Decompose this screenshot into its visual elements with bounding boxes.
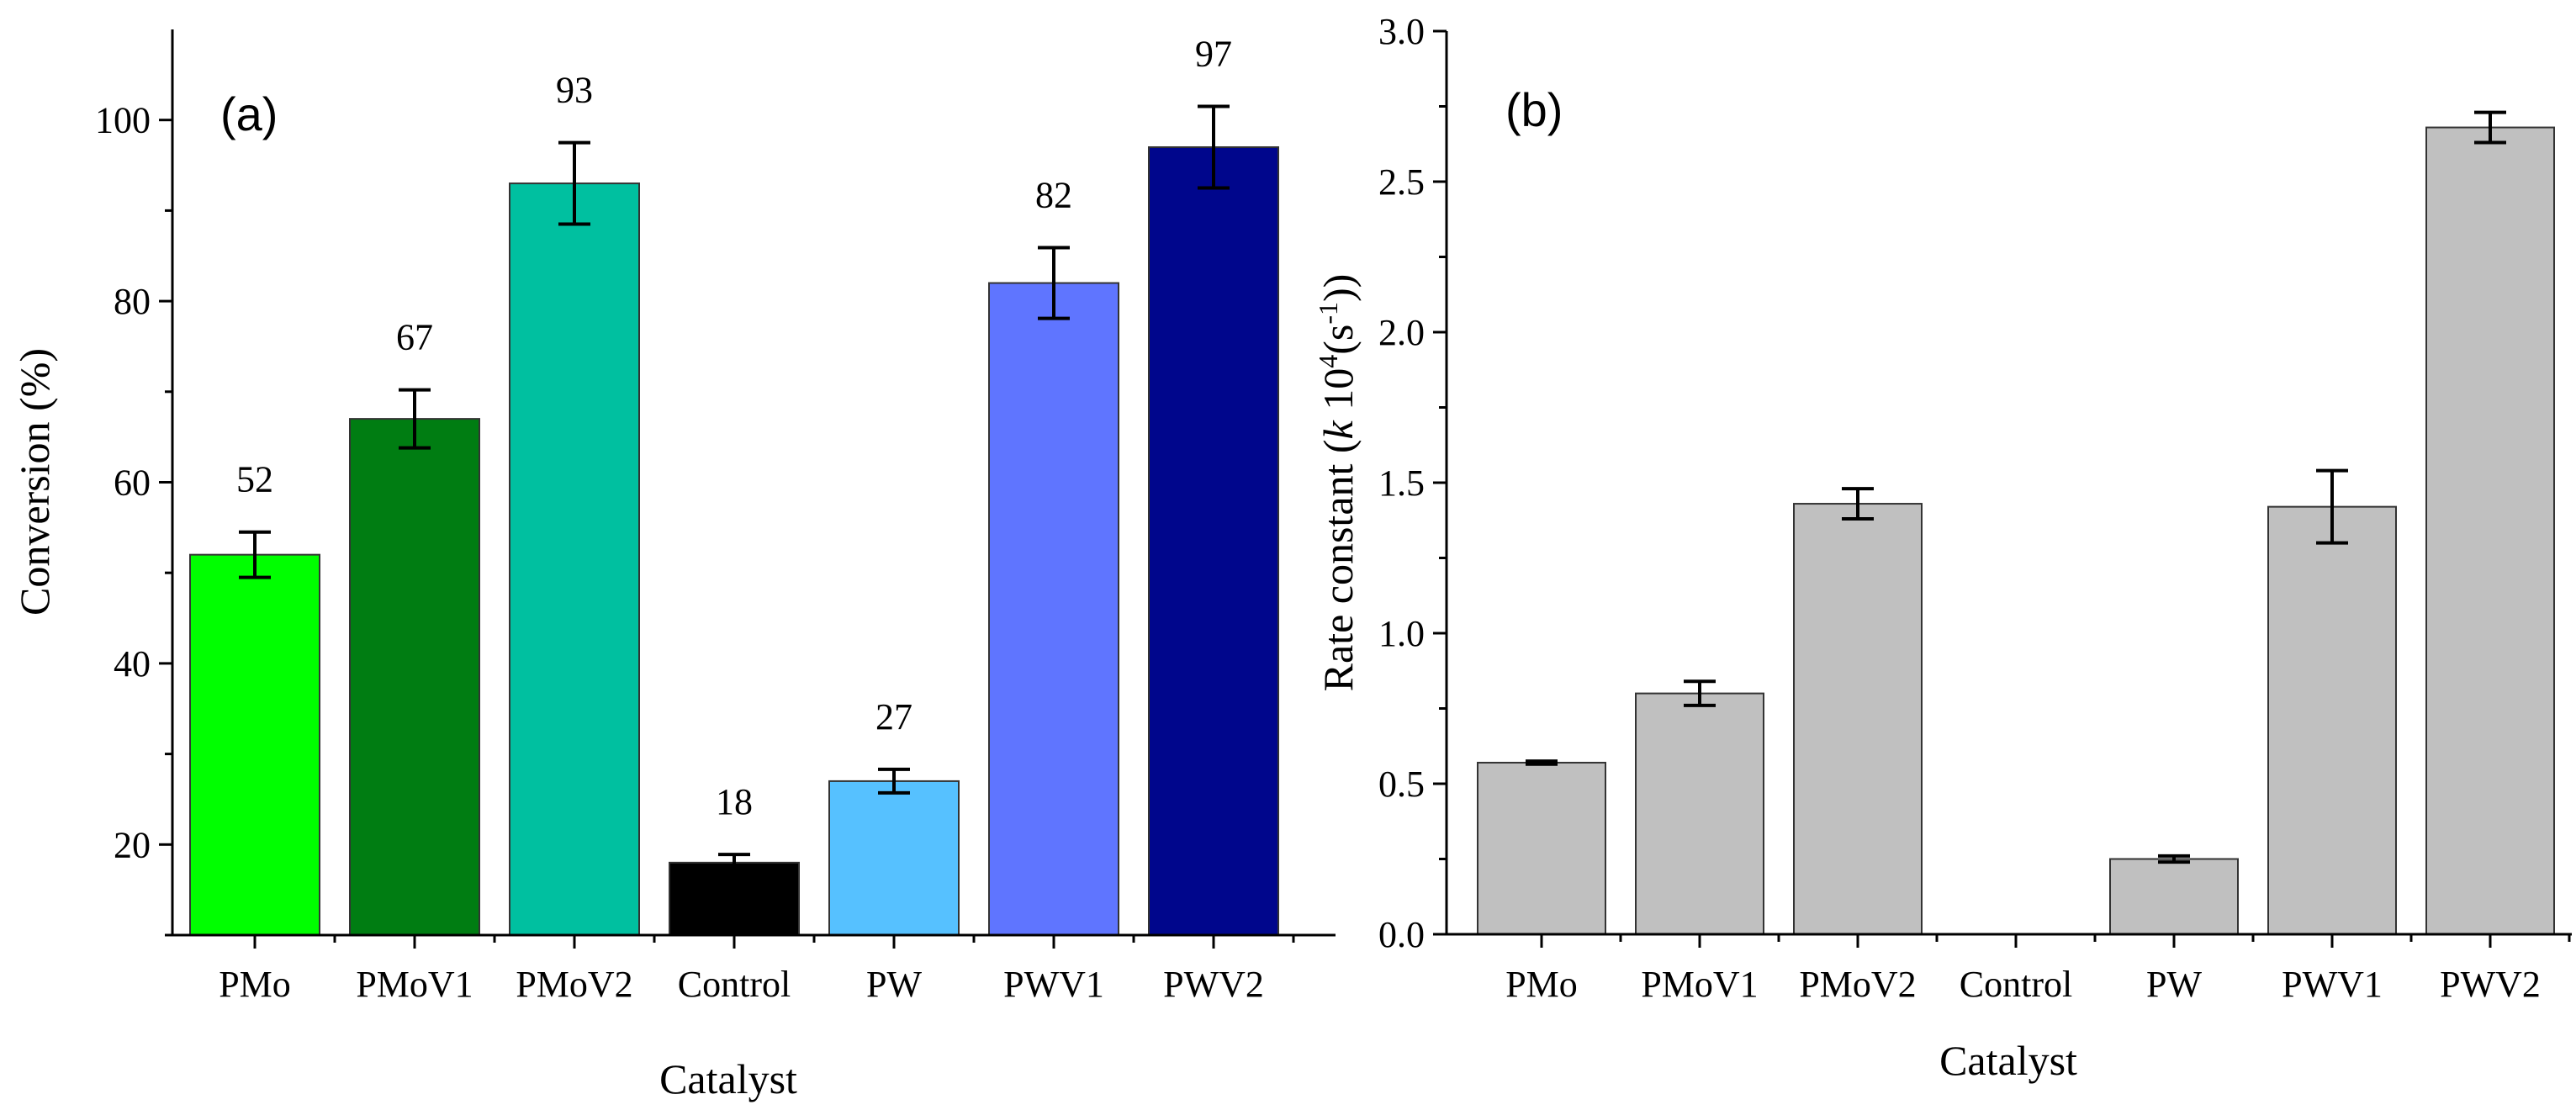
y-tick-label: 3.0 [1378, 11, 1425, 52]
bar [349, 418, 480, 936]
y-tick-label: 80 [114, 281, 151, 322]
x-tick-label: PMoV1 [356, 964, 473, 1005]
y-title-sup1: 4 [1313, 355, 1343, 368]
data-label: 52 [236, 459, 273, 500]
y-tick-label: 20 [114, 824, 151, 865]
bar [189, 553, 320, 936]
data-label: 82 [1035, 175, 1072, 216]
bar [1635, 692, 1764, 935]
y-title-prefix: Rate constant ( [1314, 439, 1362, 691]
error-bar [2316, 468, 2348, 545]
panel-a-y-axis-title: Conversion (%) [11, 348, 58, 616]
error-bar [2158, 854, 2190, 864]
error-bar [558, 140, 590, 226]
panel-b-axes [1445, 31, 2572, 936]
panel-a-y-ticks: 20 40 60 80 100 [95, 100, 172, 937]
bar [2267, 505, 2397, 935]
y-tick-label: 2.0 [1378, 312, 1425, 353]
error-bar [718, 853, 750, 873]
bar [828, 780, 960, 936]
bar [1793, 503, 1923, 935]
panel-b-y-ticks: 0.0 0.5 1.0 1.5 2.0 2.5 3.0 [1378, 11, 1447, 955]
x-tick-label: PWV1 [2282, 964, 2383, 1005]
y-tick-label: 40 [114, 643, 151, 684]
x-tick-label: Control [1960, 964, 2072, 1005]
x-tick-label: PMoV2 [516, 964, 632, 1005]
bar [2109, 858, 2239, 935]
data-label: 27 [875, 696, 912, 737]
x-tick-label: PMoV1 [1641, 964, 1758, 1005]
panel-b-error-bars [1526, 110, 2506, 864]
error-bar [1526, 759, 1558, 766]
x-tick-label: PMo [219, 964, 291, 1005]
bar [988, 282, 1119, 936]
data-label: 67 [396, 317, 433, 358]
x-tick-label: PWV1 [1003, 964, 1104, 1005]
y-tick-label: 1.0 [1378, 613, 1425, 654]
error-bar [399, 388, 431, 450]
bar [2425, 126, 2555, 935]
data-label: 18 [716, 781, 753, 822]
y-title-mid: 10 [1314, 368, 1362, 421]
y-title-sup2: -1 [1313, 302, 1343, 325]
x-tick-label: PWV2 [2440, 964, 2541, 1005]
x-tick-label: PW [866, 964, 922, 1005]
panel-b-x-ticks: PMo PMoV1 PMoV2 Control PW PWV1 PWV2 [1505, 934, 2571, 1005]
y-tick-label: 2.5 [1378, 161, 1425, 203]
bar [1148, 146, 1279, 936]
x-tick-label: PW [2146, 964, 2202, 1005]
y-title-k: k [1314, 420, 1362, 439]
y-tick-label: 60 [114, 462, 151, 504]
panel-b-y-axis-title: Rate constant (k 104(s-1)) [1313, 274, 1362, 692]
error-bar [1684, 679, 1716, 707]
panel-a-conversion-chart: 52 67 93 18 27 82 97 20 40 60 80 100 PMo PMoV1 PMoV2… [11, 29, 1336, 1102]
bar [509, 182, 640, 936]
error-bar [1038, 246, 1070, 320]
panel-a-error-bars [239, 104, 1230, 873]
y-title-mid2: (s [1314, 325, 1362, 355]
panel-b-rate-constant-chart: 0.0 0.5 1.0 1.5 2.0 2.5 3.0 PMo PMoV1 PMoV2 Contr… [1313, 11, 2572, 1084]
data-label: 97 [1195, 34, 1232, 75]
y-tick-label: 0.0 [1378, 914, 1425, 955]
error-bar [878, 767, 910, 795]
y-title-suffix: )) [1314, 274, 1362, 302]
x-tick-label: PMoV2 [1799, 964, 1916, 1005]
error-bar [1842, 487, 1874, 521]
error-bar [1198, 104, 1230, 190]
error-bar [239, 530, 271, 579]
panel-b-bars [1477, 126, 2555, 935]
panel-a-tag: (a) [220, 87, 278, 140]
panel-a-data-labels: 52 67 93 18 27 82 97 [236, 34, 1232, 823]
x-tick-label: PWV2 [1163, 964, 1264, 1005]
panel-a-x-axis-title: Catalyst [659, 1055, 797, 1102]
error-bar [2474, 110, 2506, 145]
y-tick-label: 100 [95, 100, 151, 141]
panel-a-x-ticks: PMo PMoV1 PMoV2 Control PW PWV1 PWV2 [219, 935, 1295, 1005]
x-tick-label: PMo [1505, 964, 1578, 1005]
data-label: 93 [556, 70, 593, 111]
y-tick-label: 1.5 [1378, 462, 1425, 504]
x-tick-label: Control [678, 964, 791, 1005]
bar [669, 861, 800, 936]
y-tick-label: 0.5 [1378, 764, 1425, 805]
panel-b-x-axis-title: Catalyst [1939, 1037, 2077, 1084]
panel-b-tag: (b) [1505, 83, 1563, 136]
bar [1477, 761, 1606, 935]
